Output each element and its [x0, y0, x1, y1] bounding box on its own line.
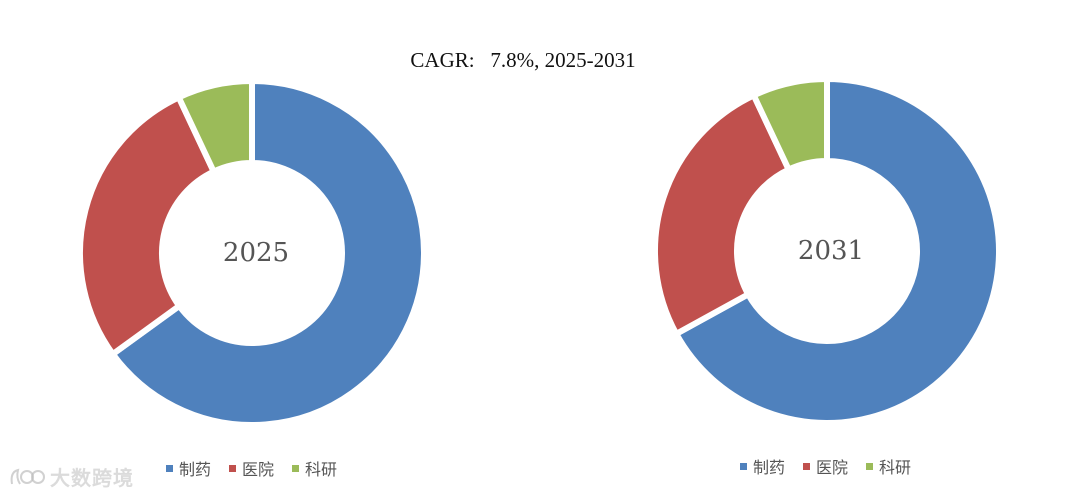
legend-swatch-pharma: [166, 464, 173, 472]
donut-2031-slice-hospital: [652, 91, 793, 338]
donut-2025-slice-pharma: [108, 77, 427, 428]
legend-label-research: 科研: [305, 460, 338, 479]
legend-label-pharma: 制药: [179, 460, 212, 479]
legend-2031: 制药 医院 科研: [740, 454, 911, 478]
legend-label-hospital: 医院: [242, 460, 275, 479]
legend-2025: 制药 医院 科研: [166, 456, 337, 480]
watermark: 大数跨境: [8, 462, 134, 491]
donut-center-label: 2025: [223, 238, 289, 268]
watermark-logo-icon: [10, 468, 45, 485]
donut-2025-slice-research: [174, 77, 255, 176]
chart-title: CAGR: 7.8%, 2025-2031: [410, 48, 636, 72]
donut-center-label: 2031: [798, 236, 864, 266]
legend-swatch-research: [292, 464, 300, 472]
legend-item-pharma: 制药: [740, 454, 785, 478]
legend-swatch-research: [866, 462, 874, 470]
legend-item-research: 科研: [292, 456, 337, 480]
legend-swatch-pharma: [740, 462, 747, 470]
legend-item-hospital: 医院: [803, 454, 848, 478]
donut-2031-slice-research: [749, 75, 830, 174]
donut-2025-slice-hospital: [77, 93, 218, 359]
legend-item-research: 科研: [866, 454, 911, 478]
legend-label-research: 科研: [879, 458, 912, 477]
donut-2031-slice-pharma: [672, 75, 1002, 426]
legend-swatch-hospital: [803, 462, 811, 470]
legend-item-hospital: 医院: [229, 456, 274, 480]
legend-label-pharma: 制药: [753, 458, 786, 477]
legend-label-hospital: 医院: [816, 458, 849, 477]
legend-item-pharma: 制药: [166, 456, 211, 480]
legend-swatch-hospital: [229, 464, 237, 472]
watermark-text: 大数跨境: [50, 466, 134, 490]
